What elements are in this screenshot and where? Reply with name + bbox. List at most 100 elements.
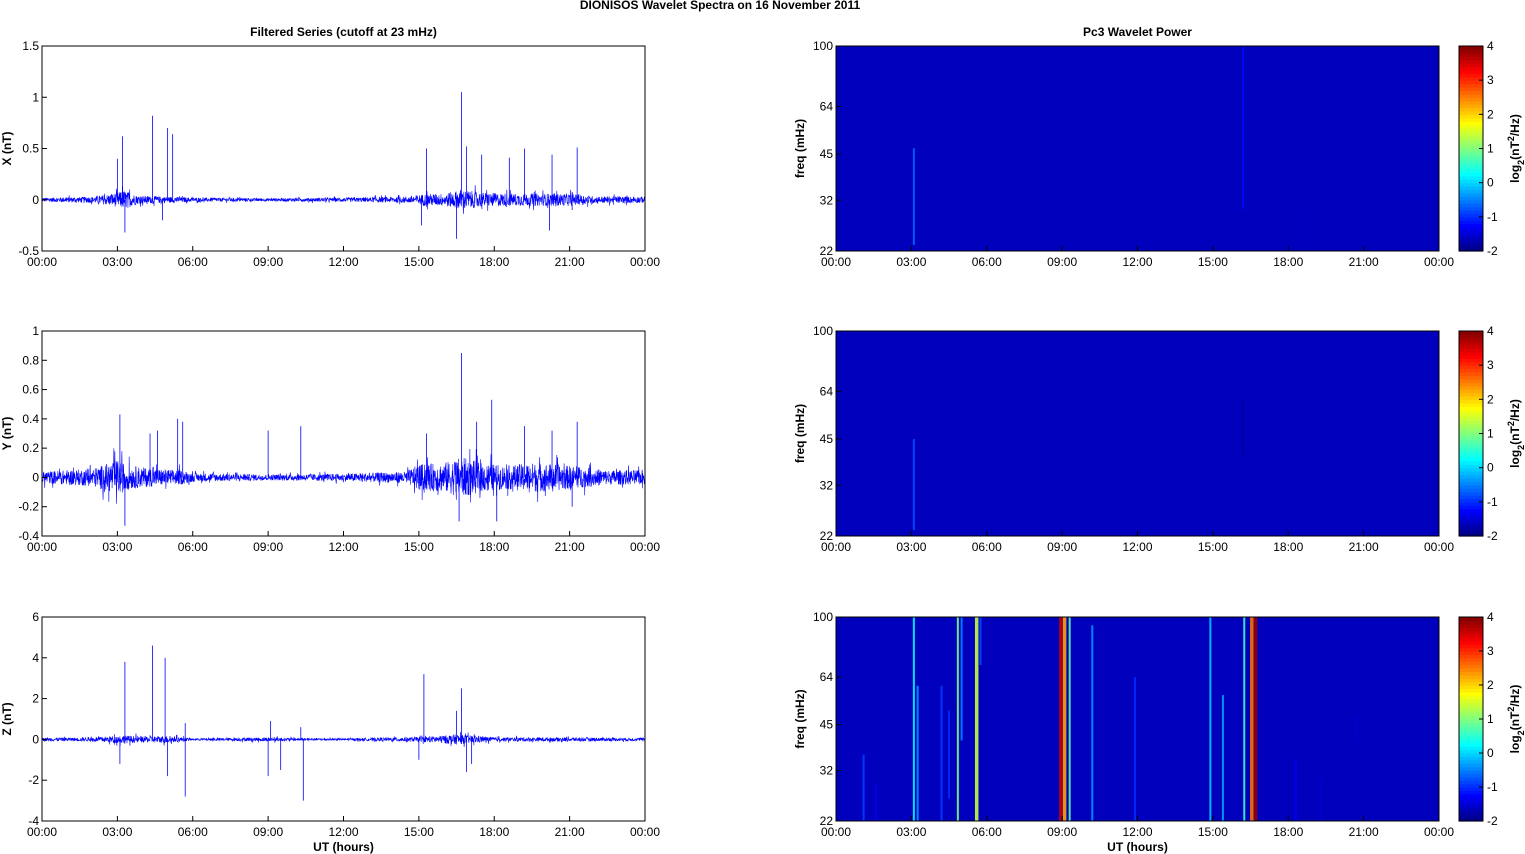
wavelet-panel-3-colorbar-cell bbox=[1459, 681, 1483, 686]
wavelet-panel-1-colorbar-cell bbox=[1459, 244, 1483, 249]
series-panel-1-xtick-label: 12:00 bbox=[328, 255, 358, 269]
wavelet-panel-2-colorbar-cell bbox=[1459, 454, 1483, 459]
series-panel-1-plot-area bbox=[42, 46, 645, 251]
wavelet-panel-1-colorbar-cell bbox=[1459, 56, 1483, 61]
wavelet-panel-2-colorbar-cell bbox=[1459, 402, 1483, 407]
wavelet-panel-3-colorbar-tick-label: 0 bbox=[1487, 746, 1494, 760]
wavelet-panel-3-colorbar-tick-label: 1 bbox=[1487, 712, 1494, 726]
wavelet-panel-1-colorbar-cell bbox=[1459, 230, 1483, 235]
wavelet-panel-1-colorbar-cell bbox=[1459, 213, 1483, 218]
wavelet-panel-3-xtick-label: 21:00 bbox=[1349, 825, 1379, 839]
wavelet-panel-3-xtick-label: 18:00 bbox=[1273, 825, 1303, 839]
wavelet-panel-2-colorbar-cell bbox=[1459, 378, 1483, 383]
wavelet-panel-3-colorbar-cell bbox=[1459, 807, 1483, 812]
series-panel-1-ylabel: X (nT) bbox=[0, 132, 14, 166]
wavelet-panel-2-colorbar-cell bbox=[1459, 358, 1483, 363]
wavelet-panel-3-colorbar-cell bbox=[1459, 637, 1483, 642]
wavelet-panel-3-background bbox=[836, 617, 1439, 821]
series-panel-1-ytick-label: 0 bbox=[32, 193, 39, 207]
wavelet-panel-3-colorbar-cell bbox=[1459, 661, 1483, 666]
wavelet-panel-2-colorbar: -2 -1 0 1 2 3 4 log2(nT2/Hz) bbox=[1458, 324, 1525, 543]
wavelet-panel-3-ytick-label: 32 bbox=[820, 764, 834, 778]
wavelet-panel-2-xtick-label: 18:00 bbox=[1273, 540, 1303, 554]
wavelet-panel-2-colorbar-cell bbox=[1459, 495, 1483, 500]
wavelet-panel-3-colorbar-cell bbox=[1459, 678, 1483, 683]
wavelet-panel-1-colorbar-cell bbox=[1459, 134, 1483, 139]
wavelet-panel-1-colorbar-cell bbox=[1459, 124, 1483, 129]
wavelet-panel-3-xlabel: UT (hours) bbox=[1107, 840, 1168, 854]
wavelet-panel-1-colorbar-cell bbox=[1459, 80, 1483, 85]
series-panel-3: -4 -2 0 2 4 6 Z (nT) 00:00 03:00 06:00 09:00 12:00 1… bbox=[0, 610, 660, 854]
wavelet-panel-1-xtick-label: 21:00 bbox=[1349, 255, 1379, 269]
wavelet-panel-3-colorbar-cell bbox=[1459, 668, 1483, 672]
wavelet-panel-3-xtick-label: 00:00 bbox=[1424, 825, 1454, 839]
wavelet-panel-1-colorbar-cell bbox=[1459, 138, 1483, 143]
series-panel-3-ytick-label: -2 bbox=[28, 773, 39, 787]
series-panel-3-plot-area bbox=[42, 617, 645, 821]
wavelet-panel-2-xtick-label: 21:00 bbox=[1349, 540, 1379, 554]
wavelet-panel-3-power-streak bbox=[974, 617, 979, 821]
series-panel-2-ytick-label: 0.4 bbox=[22, 412, 39, 426]
wavelet-panel-3-colorbar-cell bbox=[1459, 759, 1483, 764]
wavelet-panel-3-colorbar-cell bbox=[1459, 695, 1483, 700]
wavelet-panel-3-colorbar-cell bbox=[1459, 722, 1483, 727]
wavelet-panel-2-colorbar-cell bbox=[1459, 460, 1483, 465]
wavelet-panel-1-xtick-label: 09:00 bbox=[1047, 255, 1077, 269]
wavelet-panel-3-colorbar-cell bbox=[1459, 742, 1483, 747]
series-panel-1-xtick-label: 03:00 bbox=[102, 255, 132, 269]
wavelet-panel-3-xtick-label: 15:00 bbox=[1198, 825, 1228, 839]
series-panel-1-xtick-label: 00:00 bbox=[27, 255, 57, 269]
wavelet-panel-2-colorbar-cell bbox=[1459, 522, 1483, 527]
wavelet-panel-1-colorbar-cell bbox=[1459, 107, 1483, 112]
series-panel-1-xtick-label: 06:00 bbox=[178, 255, 208, 269]
wavelet-panel-3-power-streak bbox=[1221, 695, 1224, 821]
wavelet-panel-1-colorbar-cell bbox=[1459, 162, 1483, 167]
wavelet-panel-1-colorbar-cell bbox=[1459, 46, 1483, 51]
wavelet-panel-3-colorbar-tick-label: -1 bbox=[1487, 780, 1498, 794]
wavelet-panel-1-colorbar-tick-label: -2 bbox=[1487, 244, 1498, 258]
wavelet-panel-2-xtick-label: 00:00 bbox=[821, 540, 851, 554]
wavelet-panel-1-colorbar-cell bbox=[1459, 59, 1483, 64]
wavelet-panel-3-colorbar-cell bbox=[1459, 810, 1483, 815]
wavelet-panel-2-colorbar-cell bbox=[1459, 389, 1483, 394]
wavelet-panel-3-colorbar-cell bbox=[1459, 664, 1483, 669]
series-panel-2-xtick-label: 06:00 bbox=[178, 540, 208, 554]
wavelet-panel-2-background bbox=[836, 331, 1439, 536]
wavelet-panel-1-colorbar-cell bbox=[1459, 110, 1483, 115]
wavelet-panel-1-colorbar-cell bbox=[1459, 87, 1483, 92]
wavelet-panel-2-colorbar-tick-label: 0 bbox=[1487, 461, 1494, 475]
wavelet-panel-2-colorbar-cell bbox=[1459, 351, 1483, 356]
wavelet-panel-1-colorbar-cell bbox=[1459, 155, 1483, 160]
wavelet-panel-1-colorbar-cell bbox=[1459, 128, 1483, 133]
wavelet-panel-2-colorbar-cell bbox=[1459, 529, 1483, 534]
wavelet-panel-3-power-streak bbox=[916, 685, 919, 821]
wavelet-panel-2-colorbar-cell bbox=[1459, 372, 1483, 377]
wavelet-panel-1-colorbar-cell bbox=[1459, 247, 1483, 252]
wavelet-panel-1-xtick-label: 15:00 bbox=[1198, 255, 1228, 269]
wavelet-panel-1-colorbar-cell bbox=[1459, 114, 1483, 119]
wavelet-panel-3-colorbar-cell bbox=[1459, 756, 1483, 761]
wavelet-panel-3-colorbar-cell bbox=[1459, 732, 1483, 737]
wavelet-panel-1-power-streak bbox=[1242, 46, 1245, 210]
wavelet-panel-1-colorbar-cell bbox=[1459, 141, 1483, 146]
wavelet-panel-1-xtick-label: 00:00 bbox=[821, 255, 851, 269]
wavelet-panel-2-colorbar-cell bbox=[1459, 447, 1483, 452]
wavelet-panel-2: 22 32 45 64 100 freq (mHz) -2 -1 0 1 2 3 4 log2(nT2/H… bbox=[793, 324, 1525, 554]
wavelet-panel-3-colorbar-cell bbox=[1459, 736, 1483, 740]
wavelet-panel-2-colorbar-cell bbox=[1459, 382, 1483, 387]
wavelet-panel-1-ytick-label: 45 bbox=[820, 147, 834, 161]
wavelet-panel-1-colorbar-cell bbox=[1459, 192, 1483, 197]
wavelet-panel-3-colorbar-cell bbox=[1459, 776, 1483, 781]
wavelet-panel-3-colorbar-cell bbox=[1459, 691, 1483, 696]
wavelet-panel-3-colorbar-cell bbox=[1459, 783, 1483, 788]
wavelet-panel-3-colorbar-cell bbox=[1459, 817, 1483, 822]
wavelet-panel-3-power-streak bbox=[1059, 617, 1063, 821]
series-panel-3-xtick-label: 00:00 bbox=[27, 825, 57, 839]
wavelet-panel-1-title: Pc3 Wavelet Power bbox=[1083, 25, 1192, 39]
wavelet-panel-2-colorbar-cell bbox=[1459, 484, 1483, 489]
wavelet-panel-1-colorbar-cell bbox=[1459, 179, 1483, 184]
wavelet-panel-3-colorbar-cell bbox=[1459, 770, 1483, 774]
wavelet-panel-1-colorbar-cell bbox=[1459, 206, 1483, 211]
